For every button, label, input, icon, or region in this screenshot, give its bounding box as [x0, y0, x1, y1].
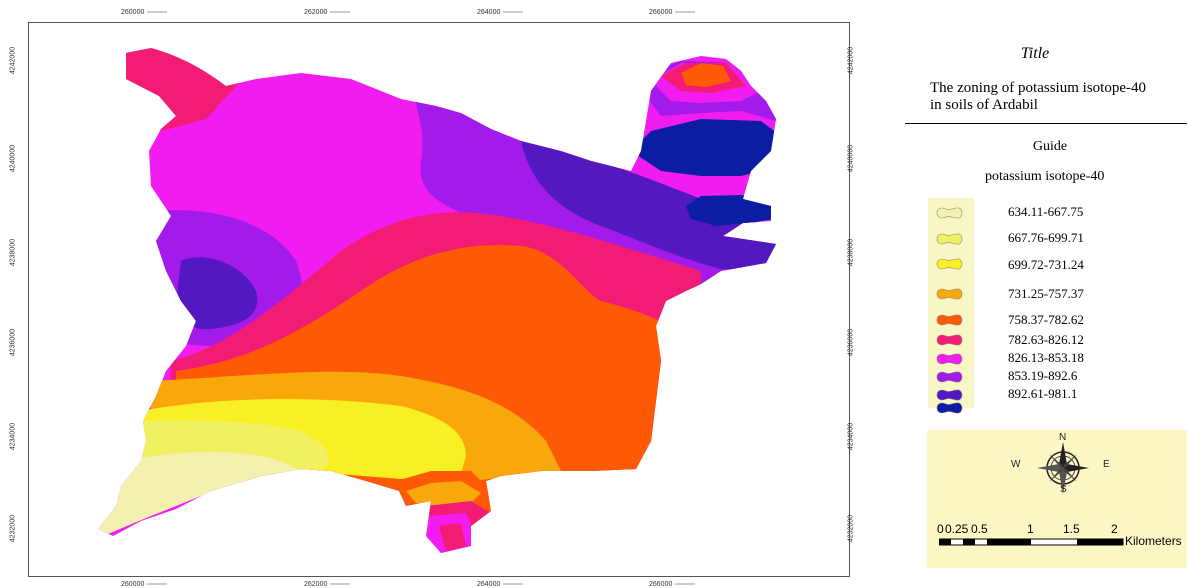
x-tick-top-4: 266000 — [649, 9, 695, 16]
legend-item — [928, 398, 1188, 418]
legend-label: 853.19-892.6 — [1008, 368, 1078, 383]
legend-item: 758.37-782.62 — [928, 310, 1188, 330]
scale-tick-025: 0.25 — [945, 522, 969, 536]
legend-label: 782.63-826.12 — [1008, 332, 1084, 347]
y-tick-right-6: 4232000 — [847, 514, 855, 543]
legend-label: 699.72-731.24 — [1008, 257, 1084, 272]
compass-west-label: W — [1011, 459, 1021, 470]
legend-swatch — [936, 207, 963, 219]
compass-scale-panel: N S E W 0 0.25 0.5 1 1.5 2 Kilometers — [927, 430, 1187, 568]
legend-item: 782.63-826.12 — [928, 330, 1188, 350]
scale-tick-0: 0 — [937, 522, 944, 536]
map-frame: 260000 262000 264000 266000 260000 26200… — [10, 9, 855, 588]
legend-item: 892.61-981.1 — [928, 385, 1188, 405]
x-tick-bottom-2: 262000 — [304, 581, 350, 588]
legend-item: 699.72-731.24 — [928, 254, 1188, 274]
legend-swatch — [936, 389, 963, 401]
compass-south-label: S — [1060, 484, 1067, 495]
legend-item: 826.13-853.18 — [928, 349, 1188, 369]
map-description: The zoning of potassium isotope-40 in so… — [930, 80, 1146, 113]
x-tick-bottom-4: 266000 — [649, 581, 695, 588]
zoning-map — [98, 48, 776, 553]
y-tick-left-6: 4232000 — [9, 514, 17, 543]
scale-bar — [939, 538, 1124, 546]
title-divider — [905, 123, 1187, 124]
legend-label: 892.61-981.1 — [1008, 386, 1078, 401]
legend-label: 731.25-757.37 — [1008, 286, 1084, 301]
legend-item: 667.76-699.71 — [928, 229, 1188, 249]
legend-swatch — [936, 258, 963, 270]
panel-title: Title — [1020, 45, 1050, 62]
legend-heading: potassium isotope-40 — [985, 169, 1105, 184]
y-tick-right-3: 4238000 — [847, 238, 855, 267]
y-tick-right-2: 4240000 — [847, 144, 855, 173]
scale-tick-15: 1.5 — [1063, 522, 1080, 536]
y-tick-left-1: 4242000 — [9, 46, 17, 75]
legend-item: 853.19-892.6 — [928, 367, 1188, 387]
legend-swatch — [936, 402, 963, 414]
y-tick-left-2: 4240000 — [9, 144, 17, 173]
legend-swatch — [936, 371, 963, 383]
x-tick-top-3: 264000 — [477, 9, 523, 16]
legend-swatch — [936, 288, 963, 300]
legend-label: 758.37-782.62 — [1008, 312, 1084, 327]
scale-unit: Kilometers — [1125, 534, 1182, 548]
guide-label: Guide — [1032, 139, 1068, 154]
x-tick-bottom-1: 260000 — [121, 581, 167, 588]
legend-swatch — [936, 334, 963, 346]
legend-label: 667.76-699.71 — [1008, 230, 1084, 245]
x-tick-top-1: 260000 — [121, 9, 167, 16]
scale-tick-05: 0.5 — [971, 522, 988, 536]
compass-rose-icon — [1037, 442, 1089, 494]
y-tick-right-4: 4236000 — [847, 328, 855, 357]
y-tick-right-1: 4242000 — [847, 46, 855, 75]
legend-label: 634.11-667.75 — [1008, 204, 1084, 219]
legend-swatch — [936, 233, 963, 245]
scale-tick-1: 1 — [1027, 522, 1034, 536]
compass-north-label: N — [1059, 432, 1067, 443]
x-tick-bottom-3: 264000 — [477, 581, 523, 588]
y-tick-left-5: 4234000 — [9, 422, 17, 451]
x-tick-top-2: 262000 — [304, 9, 350, 16]
y-tick-left-4: 4236000 — [9, 328, 17, 357]
compass-east-label: E — [1103, 459, 1110, 470]
legend-swatch — [936, 314, 963, 326]
legend-swatch — [936, 353, 963, 365]
legend-item: 731.25-757.37 — [928, 284, 1188, 304]
y-tick-left-3: 4238000 — [9, 238, 17, 267]
legend-label: 826.13-853.18 — [1008, 350, 1084, 365]
legend-item: 634.11-667.75 — [928, 203, 1188, 223]
scale-tick-2: 2 — [1111, 522, 1118, 536]
y-tick-right-5: 4234000 — [847, 422, 855, 451]
